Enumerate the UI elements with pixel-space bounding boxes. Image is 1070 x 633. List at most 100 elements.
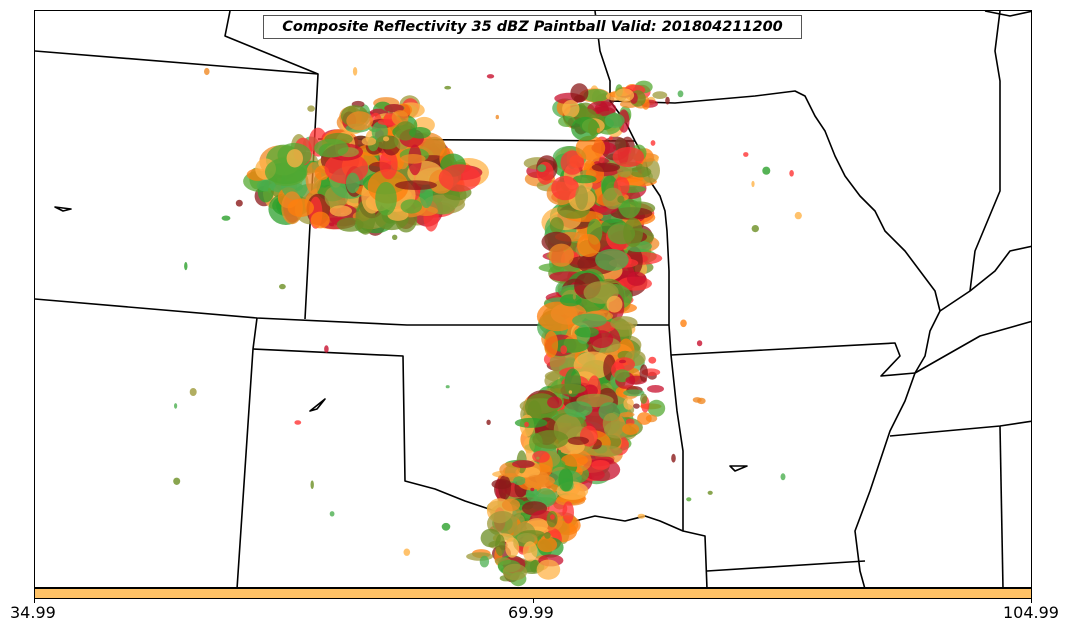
paintball-blob xyxy=(652,91,668,99)
paintball-blob xyxy=(502,563,528,581)
paintball-speck xyxy=(329,511,335,517)
state-boundaries xyxy=(35,11,1031,587)
paintball-blob xyxy=(375,135,399,150)
paintball-blob xyxy=(329,205,352,217)
colorbar-tick-label: 69.99 xyxy=(508,603,554,622)
new-mexico-east-boundary xyxy=(236,317,258,587)
paintball-speck xyxy=(789,170,794,177)
paintball-speck xyxy=(568,390,573,394)
paintball-speck xyxy=(530,487,535,492)
paintball-blob xyxy=(395,180,437,190)
paintball-blob xyxy=(375,181,397,216)
paintball-blob xyxy=(400,199,422,214)
tennessee-mississippi-boundary xyxy=(889,420,1031,437)
paintball-blob xyxy=(256,179,276,192)
paintball-blob xyxy=(525,474,555,488)
paintball-blob xyxy=(547,396,563,409)
paintball-blob xyxy=(558,115,576,127)
paintball-blob xyxy=(595,248,629,271)
paintball-speck xyxy=(267,187,272,194)
paintball-blob xyxy=(622,423,640,435)
paintball-speck xyxy=(762,166,771,175)
paintball-blob xyxy=(379,149,398,180)
paintball-blob xyxy=(522,541,538,562)
paintball-blob xyxy=(623,217,643,248)
paintball-blob xyxy=(537,537,558,553)
paintball-blob xyxy=(310,211,330,229)
paintball-blob xyxy=(610,316,638,330)
paintball-speck xyxy=(550,514,555,520)
paintball-speck xyxy=(392,234,398,240)
paintball-blob xyxy=(602,187,624,210)
paintball-blob xyxy=(501,498,521,512)
paintball-blob xyxy=(619,412,635,418)
paintball-speck xyxy=(445,385,450,389)
arkansas-louisiana-boundary xyxy=(706,560,866,572)
paintball-blob xyxy=(583,89,609,102)
paintball-blob xyxy=(549,217,564,234)
paintball-blob xyxy=(532,450,550,463)
paintball-speck xyxy=(537,164,547,173)
paintball-speck xyxy=(751,225,759,233)
map-canvas xyxy=(35,11,1031,587)
paintball-speck xyxy=(294,420,302,425)
paintball-speck xyxy=(671,453,676,463)
paintball-speck xyxy=(235,199,243,207)
paintball-blob xyxy=(575,185,588,210)
paintball-blob xyxy=(591,460,610,470)
paintball-blob xyxy=(532,430,569,449)
paintball-blob xyxy=(513,476,526,486)
paintball-blob xyxy=(551,175,579,201)
paintball-blob xyxy=(536,559,561,580)
paintball-blob xyxy=(575,135,606,161)
paintball-blob xyxy=(544,330,559,358)
paintball-blob xyxy=(559,294,582,307)
missouri-arkansas-boundary xyxy=(670,342,916,377)
paintball-speck xyxy=(329,222,335,227)
map-panel xyxy=(34,10,1032,588)
paintball-blob xyxy=(505,537,520,558)
paintball-blob xyxy=(572,174,597,184)
paintball-blob xyxy=(558,468,574,492)
paintball-blob xyxy=(604,113,625,128)
paintball-speck xyxy=(352,67,358,76)
alabama-boundary xyxy=(999,425,1004,587)
paintball-speck xyxy=(173,477,181,485)
paintball-blob xyxy=(570,83,589,103)
paintball-speck xyxy=(618,359,627,364)
paintball-blob xyxy=(466,552,494,561)
paintball-blob xyxy=(560,150,585,175)
paintball-blob xyxy=(564,401,593,418)
paintball-blob xyxy=(606,295,623,313)
paintball-blob xyxy=(647,399,666,417)
paintball-blob xyxy=(572,313,607,328)
paintball-speck xyxy=(310,480,314,490)
paintball-speck xyxy=(692,397,702,403)
paintball-blob xyxy=(640,393,648,404)
kentucky-tennessee-boundary xyxy=(914,320,1031,374)
paintball-speck xyxy=(524,421,529,428)
paintball-speck xyxy=(608,136,613,141)
paintball-blob xyxy=(567,436,590,445)
paintball-blob xyxy=(346,111,374,131)
paintball-speck xyxy=(617,195,625,203)
paintball-blob xyxy=(400,154,426,164)
paintball-blob xyxy=(562,501,574,524)
paintball-blob xyxy=(409,127,431,139)
lake-marker-2 xyxy=(729,465,748,472)
great-lakes-edge xyxy=(984,11,1031,17)
paintball-blob xyxy=(617,164,633,178)
paintball-speck xyxy=(751,180,755,188)
paintball-blob xyxy=(591,162,621,172)
paintball-speck xyxy=(486,74,495,79)
paintball-blob xyxy=(571,116,600,141)
paintball-blob xyxy=(480,528,501,548)
illinois-west-boundary xyxy=(969,11,1001,292)
paintball-speck xyxy=(780,473,786,481)
paintball-speck xyxy=(696,340,703,347)
paintball-speck xyxy=(403,548,411,556)
paintball-speck xyxy=(495,114,499,120)
paintball-blob xyxy=(438,164,481,192)
colorbar-tick-mark-left xyxy=(34,599,35,603)
paintball-speck xyxy=(611,423,620,430)
